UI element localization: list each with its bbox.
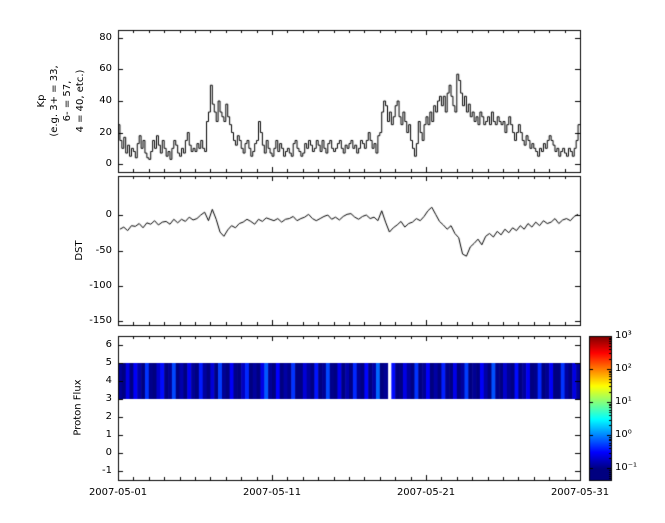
colorbar-tick-label: 10² [615,363,632,375]
y-tick-label: 4 [105,375,112,386]
y-tick-label: 2 [105,411,112,422]
colorbar-tick-label: 10⁻¹ [615,462,638,474]
y-tick-label: 60 [99,63,112,75]
colorbar-tick-label: 10¹ [615,396,632,408]
x-tick-label: 2007-05-01 [88,487,148,498]
y-tick-label: -150 [89,315,112,327]
y-tick-label: 3 [105,393,112,404]
y-tick-label: 80 [99,31,112,43]
y-tick-label: -100 [89,279,112,291]
x-tick-label: 2007-05-21 [396,487,456,498]
y-tick-label: 1 [105,429,112,440]
y-tick-label: 0 [105,158,112,170]
x-tick-label: 2007-05-11 [242,487,302,498]
x-tick-label: 2007-05-31 [550,487,610,498]
y-tick-label: 6 [105,339,112,350]
y-tick-label: 0 [105,447,112,458]
y-tick-label: -1 [102,465,112,476]
colorbar-tick-label: 10⁰ [615,429,632,441]
y-tick-label: 5 [105,357,112,368]
y-tick-label: -50 [95,244,112,256]
colorbar-tick-label: 10³ [615,330,632,341]
y-tick-label: 0 [105,209,112,221]
y-tick-label: 40 [99,95,112,106]
y-tick-label: 20 [99,126,112,138]
